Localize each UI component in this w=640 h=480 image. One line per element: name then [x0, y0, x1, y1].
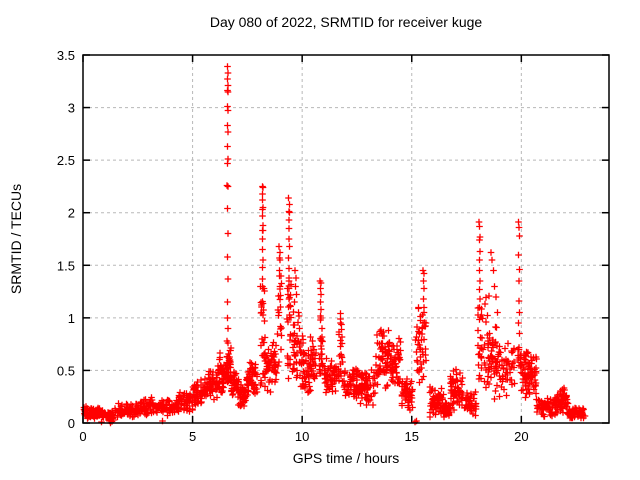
y-tick-labels: 0 0.5 1 1.5 2 2.5 3 3.5	[57, 48, 75, 431]
svg-text:3.5: 3.5	[57, 48, 75, 63]
data-points	[80, 63, 589, 427]
svg-text:0.5: 0.5	[57, 363, 75, 378]
svg-text:0: 0	[68, 416, 75, 431]
x-tick-labels: 0 5 10 15 20	[79, 429, 528, 444]
svg-text:3: 3	[68, 101, 75, 116]
y-axis-label: SRMTID / TECUs	[8, 184, 24, 294]
svg-text:10: 10	[295, 429, 309, 444]
svg-text:1.5: 1.5	[57, 258, 75, 273]
svg-text:15: 15	[405, 429, 419, 444]
svg-text:5: 5	[189, 429, 196, 444]
svg-text:0: 0	[79, 429, 86, 444]
svg-text:2.5: 2.5	[57, 153, 75, 168]
svg-text:1: 1	[68, 311, 75, 326]
svg-text:2: 2	[68, 206, 75, 221]
x-axis-label: GPS time / hours	[293, 450, 400, 466]
chart-title: Day 080 of 2022, SRMTID for receiver kug…	[210, 14, 483, 30]
plot-border	[82, 54, 610, 424]
svg-text:20: 20	[514, 429, 528, 444]
